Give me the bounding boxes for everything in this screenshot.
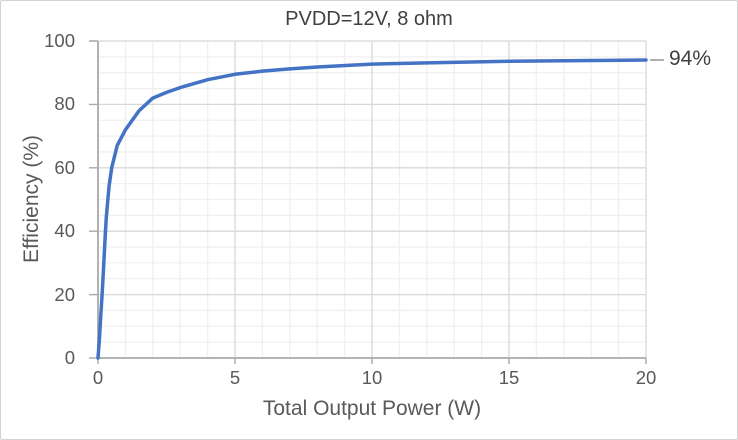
x-tick-label: 5 [229,367,241,388]
chart-title: PVDD=12V, 8 ohm [285,8,453,30]
y-tick-label: 20 [54,283,75,305]
y-tick-label: 100 [44,30,75,51]
y-tick-label: 0 [64,347,75,368]
y-tick-label: 40 [54,220,75,242]
x-axis-title: Total Output Power (W) [262,397,482,420]
end-value-annotation: 94% [669,47,712,71]
x-tick-label: 0 [92,367,104,388]
y-tick-label: 80 [54,93,75,115]
x-tick-label: 15 [498,367,520,388]
x-tick-label: 10 [361,367,383,388]
x-tick-label: 20 [635,367,657,388]
series-line-efficiency [96,58,648,360]
y-axis-title: Efficiency (%) [20,135,43,263]
y-tick-label: 60 [54,156,75,178]
